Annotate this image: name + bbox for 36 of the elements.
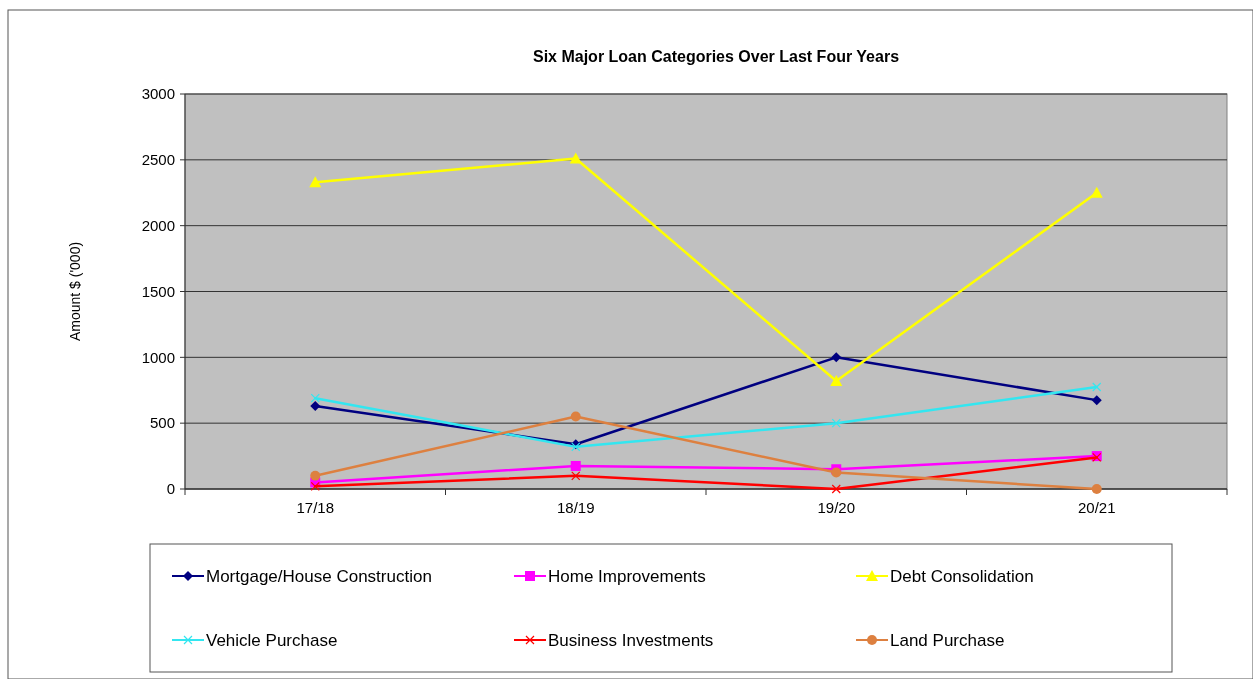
x-tick-label: 17/18	[296, 499, 335, 516]
legend-label: Land Purchase	[890, 630, 1005, 650]
point	[310, 393, 320, 403]
point	[570, 411, 581, 422]
y-tick-label: 500	[149, 414, 175, 432]
legend-label: Vehicle Purchase	[206, 630, 338, 650]
legend-label: Debt Consolidation	[890, 566, 1034, 586]
point	[831, 484, 841, 494]
y-tick-label: 2000	[141, 216, 175, 234]
point	[310, 401, 321, 412]
point	[1091, 395, 1102, 406]
point	[309, 176, 322, 188]
y-tick-label: 1000	[141, 348, 175, 366]
point	[1091, 484, 1102, 494]
y-tick-label: 1500	[141, 282, 175, 300]
point	[569, 152, 582, 164]
point	[831, 352, 842, 363]
legend-label: Business Investments	[548, 630, 714, 650]
x-tick-label: 18/19	[556, 499, 595, 516]
point	[310, 481, 320, 491]
point	[1092, 382, 1102, 392]
legend-label: Mortgage/House Construction	[206, 566, 432, 586]
point	[831, 418, 841, 428]
y-tick-label: 0	[166, 480, 175, 498]
point	[570, 460, 581, 471]
chart-title: Six Major Loan Categories Over Last Four Years	[532, 48, 900, 65]
y-tick-label: 2500	[141, 151, 175, 169]
y-tick-label: 3000	[141, 85, 175, 103]
point	[1090, 186, 1103, 198]
legend-label: Home Improvements	[548, 566, 706, 586]
point	[571, 471, 581, 481]
x-tick-label: 19/20	[817, 499, 856, 516]
point	[310, 470, 321, 481]
point	[830, 375, 843, 387]
x-tick-label: 20/21	[1077, 499, 1116, 516]
y-axis-title: Amount $ ('000)	[67, 241, 83, 342]
